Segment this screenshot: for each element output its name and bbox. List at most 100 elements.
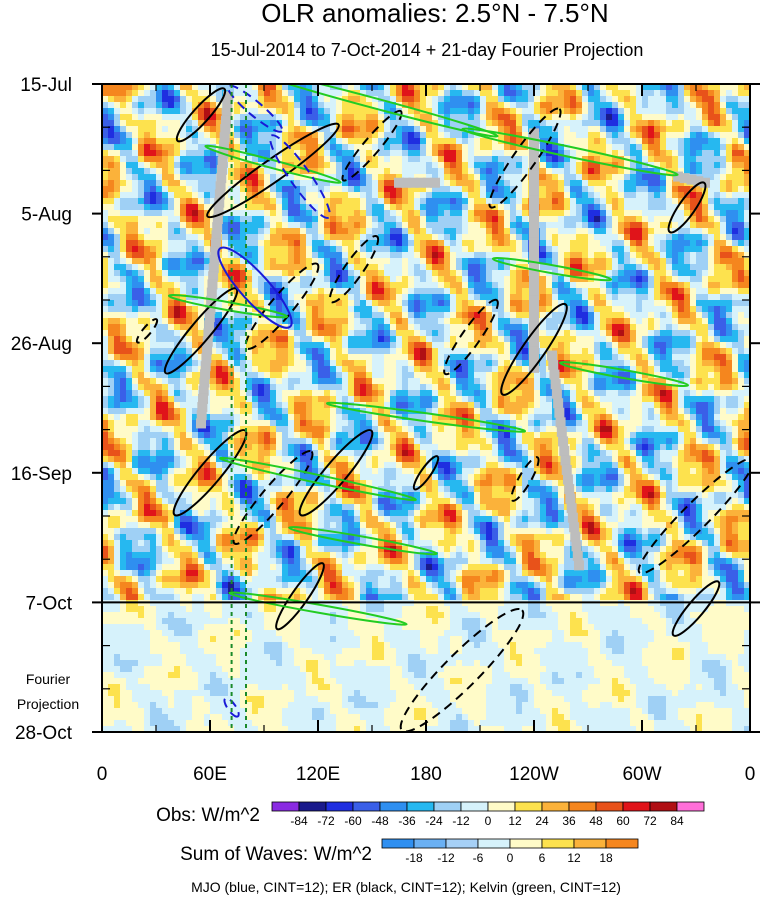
- heatmap-cell: [540, 108, 547, 115]
- heatmap-cell: [648, 348, 655, 355]
- heatmap-cell: [642, 306, 649, 313]
- heatmap-cell: [252, 204, 259, 211]
- heatmap-cell: [186, 246, 193, 253]
- heatmap-cell: [306, 348, 313, 355]
- heatmap-cell: [264, 198, 271, 205]
- heatmap-cell: [720, 354, 727, 361]
- heatmap-cell: [372, 162, 379, 169]
- heatmap-cell: [588, 192, 595, 199]
- heatmap-cell: [138, 162, 145, 169]
- heatmap-cell: [414, 246, 421, 253]
- heatmap-cell: [366, 180, 373, 187]
- heatmap-cell: [288, 192, 295, 199]
- heatmap-cell: [486, 120, 493, 127]
- heatmap-cell: [132, 162, 139, 169]
- heatmap-cell: [150, 360, 157, 367]
- heatmap-cell: [738, 288, 745, 295]
- heatmap-cell: [666, 288, 673, 295]
- heatmap-cell: [378, 342, 385, 349]
- heatmap-cell: [612, 222, 619, 229]
- heatmap-cell: [408, 120, 415, 127]
- heatmap-cell: [144, 108, 151, 115]
- heatmap-cell: [126, 348, 133, 355]
- heatmap-cell: [156, 264, 163, 271]
- heatmap-cell: [150, 198, 157, 205]
- heatmap-cell: [684, 162, 691, 169]
- heatmap-cell: [438, 294, 445, 301]
- heatmap-cell: [432, 306, 439, 313]
- heatmap-cell: [522, 126, 529, 133]
- heatmap-cell: [360, 222, 367, 229]
- heatmap-cell: [312, 318, 319, 325]
- heatmap-cell: [168, 150, 175, 157]
- heatmap-cell: [516, 210, 523, 217]
- heatmap-cell: [582, 216, 589, 223]
- heatmap-cell: [336, 234, 343, 241]
- heatmap-cell: [576, 102, 583, 109]
- heatmap-cell: [666, 258, 673, 265]
- heatmap-cell: [318, 132, 325, 139]
- heatmap-cell: [630, 198, 637, 205]
- heatmap-cell: [306, 186, 313, 193]
- heatmap-cell: [378, 276, 385, 283]
- heatmap-cell: [300, 240, 307, 247]
- heatmap-cell: [204, 102, 211, 109]
- heatmap-cell: [636, 264, 643, 271]
- heatmap-cell: [714, 174, 721, 181]
- heatmap-cell: [462, 282, 469, 289]
- heatmap-cell: [378, 102, 385, 109]
- heatmap-cell: [504, 312, 511, 319]
- heatmap-cell: [318, 234, 325, 241]
- heatmap-cell: [336, 204, 343, 211]
- heatmap-cell: [396, 240, 403, 247]
- heatmap-cell: [282, 252, 289, 259]
- heatmap-cell: [684, 252, 691, 259]
- heatmap-cell: [678, 114, 685, 121]
- heatmap-cell: [540, 198, 547, 205]
- heatmap-cell: [312, 348, 319, 355]
- heatmap-cell: [708, 216, 715, 223]
- heatmap-cell: [648, 276, 655, 283]
- heatmap-cell: [738, 150, 745, 157]
- heatmap-cell: [708, 156, 715, 163]
- heatmap-cell: [516, 120, 523, 127]
- heatmap-cell: [126, 270, 133, 277]
- heatmap-cell: [438, 342, 445, 349]
- heatmap-cell: [402, 156, 409, 163]
- heatmap-cell: [408, 282, 415, 289]
- heatmap-cell: [366, 312, 373, 319]
- heatmap-cell: [234, 192, 241, 199]
- heatmap-cell: [126, 288, 133, 295]
- heatmap-cell: [498, 228, 505, 235]
- heatmap-cell: [732, 252, 739, 259]
- heatmap-cell: [234, 342, 241, 349]
- heatmap-cell: [462, 102, 469, 109]
- heatmap-cell: [360, 276, 367, 283]
- heatmap-cell: [618, 126, 625, 133]
- heatmap-cell: [366, 300, 373, 307]
- heatmap-cell: [114, 180, 121, 187]
- heatmap-cell: [618, 258, 625, 265]
- heatmap-cell: [294, 288, 301, 295]
- heatmap-cell: [336, 132, 343, 139]
- heatmap-cell: [606, 252, 613, 259]
- heatmap-cell: [384, 336, 391, 343]
- heatmap-cell: [714, 246, 721, 253]
- heatmap-cell: [414, 348, 421, 355]
- heatmap-cell: [690, 264, 697, 271]
- heatmap-cell: [144, 132, 151, 139]
- heatmap-cell: [444, 150, 451, 157]
- heatmap-cell: [654, 216, 661, 223]
- heatmap-cell: [390, 162, 397, 169]
- heatmap-cell: [300, 108, 307, 115]
- heatmap-cell: [474, 282, 481, 289]
- heatmap-cell: [342, 234, 349, 241]
- heatmap-cell: [576, 216, 583, 223]
- heatmap-cell: [384, 204, 391, 211]
- heatmap-cell: [360, 120, 367, 127]
- heatmap-cell: [252, 360, 259, 367]
- heatmap-cell: [618, 204, 625, 211]
- heatmap-cell: [348, 324, 355, 331]
- heatmap-cell: [492, 144, 499, 151]
- heatmap-cell: [588, 138, 595, 145]
